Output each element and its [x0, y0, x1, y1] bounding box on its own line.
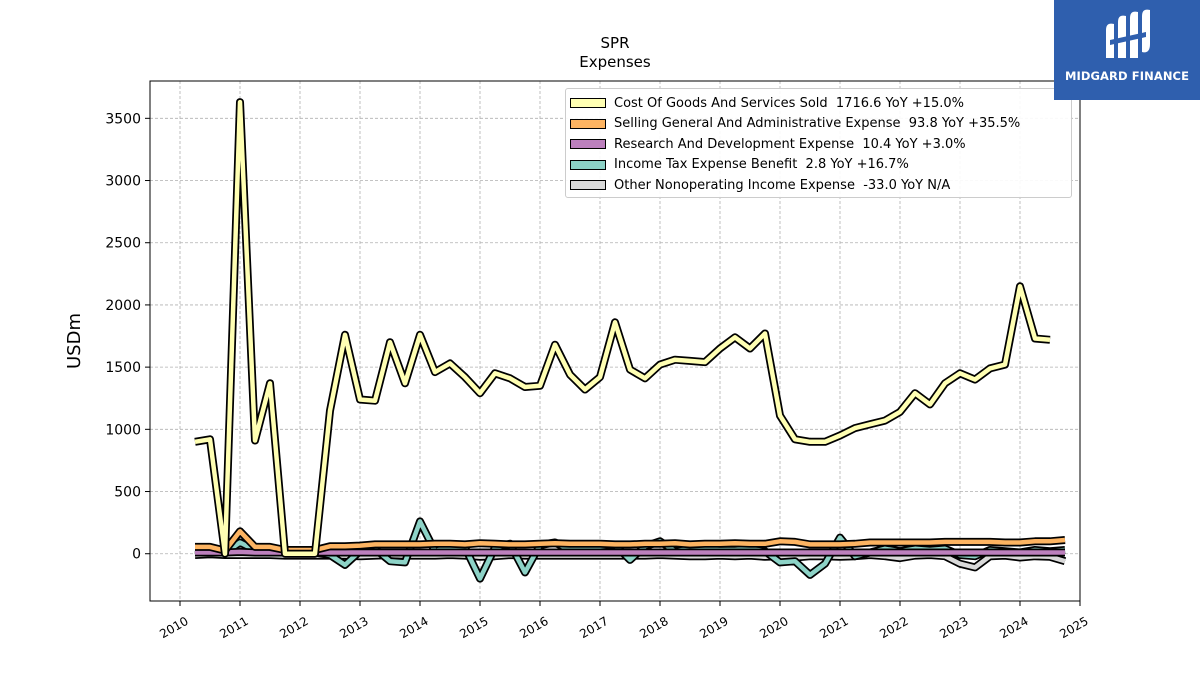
legend: Cost Of Goods And Services Sold 1716.6 Y…	[565, 88, 1072, 198]
x-tick-label: 2014	[397, 614, 430, 641]
series-line	[195, 529, 1066, 553]
x-tick-label: 2010	[157, 614, 190, 641]
legend-swatch	[570, 139, 606, 150]
y-tick-label: 3500	[105, 111, 141, 127]
x-tick-label: 2022	[877, 614, 910, 641]
x-tick-label: 2012	[277, 614, 310, 641]
y-tick-label: 1000	[105, 422, 141, 438]
legend-label: Research And Development Expense 10.4 Yo…	[614, 136, 966, 152]
y-tick-label: 3000	[105, 174, 141, 190]
legend-label: Cost Of Goods And Services Sold 1716.6 Y…	[614, 95, 964, 111]
series-line	[195, 549, 1065, 555]
x-tick-label: 2024	[997, 614, 1030, 641]
legend-label: Selling General And Administrative Expen…	[614, 116, 1021, 132]
chart-title: SPR	[601, 34, 630, 52]
x-tick-label: 2017	[577, 614, 610, 641]
y-tick-label: 2000	[105, 298, 141, 314]
series-layer	[194, 98, 1067, 583]
legend-swatch	[570, 180, 606, 191]
legend-item: Research And Development Expense 10.4 Yo…	[566, 134, 1071, 155]
legend-item: Income Tax Expense Benefit 2.8 YoY +16.7…	[566, 155, 1071, 176]
x-tick-label: 2011	[217, 614, 250, 641]
legend-swatch	[570, 159, 606, 170]
brand-name: MIDGARD FINANCE	[1064, 69, 1190, 83]
x-tick-label: 2019	[697, 614, 730, 641]
x-tick-label: 2020	[757, 614, 790, 641]
legend-swatch	[570, 98, 606, 109]
y-axis-label: USDm	[64, 313, 85, 369]
x-tick-label: 2015	[457, 614, 490, 641]
y-tick-label: 500	[114, 485, 141, 501]
plot-frame	[149, 80, 1081, 602]
brand-logo: MIDGARD FINANCE	[1054, 0, 1200, 100]
x-tick-label: 2021	[817, 614, 850, 641]
series-line	[194, 99, 1051, 556]
x-tick-label: 2016	[517, 614, 550, 641]
x-tick-label: 2013	[337, 614, 370, 641]
legend-label: Other Nonoperating Income Expense -33.0 …	[614, 177, 951, 193]
x-tick-label: 2025	[1057, 614, 1090, 641]
x-tick-label: 2023	[937, 614, 970, 641]
y-tick-label: 0	[132, 547, 141, 563]
chart-subtitle: Expenses	[579, 53, 651, 71]
legend-item: Other Nonoperating Income Expense -33.0 …	[566, 175, 1071, 196]
y-tick-label: 1500	[105, 360, 141, 376]
legend-item: Cost Of Goods And Services Sold 1716.6 Y…	[566, 93, 1071, 114]
midgard-m-logo-icon	[1106, 9, 1150, 59]
x-tick-label: 2018	[637, 614, 670, 641]
y-tick-label: 2500	[105, 236, 141, 252]
legend-label: Income Tax Expense Benefit 2.8 YoY +16.7…	[614, 157, 909, 173]
legend-swatch	[570, 118, 606, 129]
legend-item: Selling General And Administrative Expen…	[566, 114, 1071, 135]
